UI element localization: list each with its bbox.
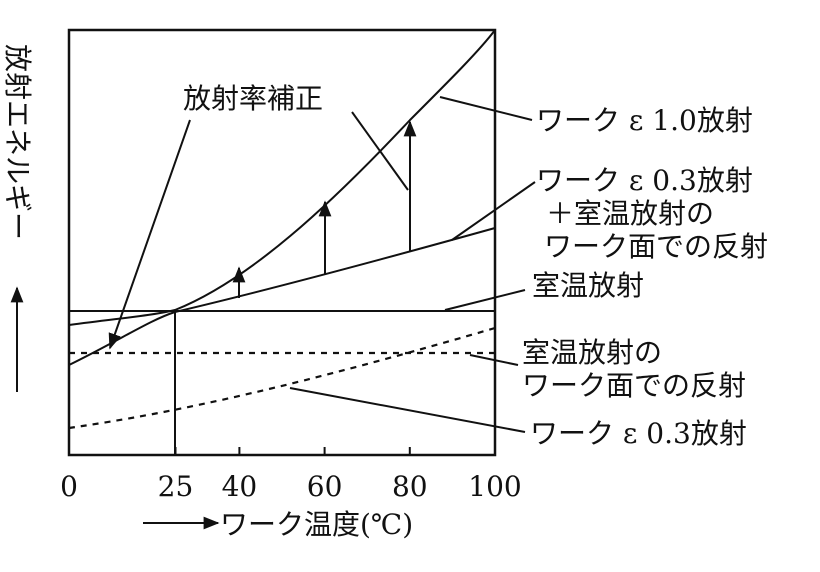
leader xyxy=(451,181,536,241)
leader xyxy=(439,96,533,121)
x-tick-label: 0 xyxy=(60,470,78,503)
x-tick-label: 100 xyxy=(468,470,521,503)
annotation: ワーク ε 0.3放射 xyxy=(536,164,753,197)
leader xyxy=(444,289,526,311)
annotation: ワーク ε 0.3放射 xyxy=(530,417,747,450)
leader xyxy=(289,387,526,433)
annotation: 室温放射の xyxy=(522,336,662,369)
x-tick-label: 60 xyxy=(307,470,343,503)
y-axis-label-text: 放射エネルギー xyxy=(1,44,34,240)
arrow xyxy=(108,119,191,350)
curve-e10 xyxy=(68,29,496,326)
x-tick-label: 25 xyxy=(158,470,194,503)
annotation: ワーク ε 1.0放射 xyxy=(536,104,753,137)
annotation: 室温放射 xyxy=(532,269,644,302)
y-axis-label: 放射エネルギー xyxy=(1,44,34,240)
curve-e03-plus xyxy=(68,227,496,366)
leader xyxy=(469,354,519,366)
annotation: ワーク面での反射 xyxy=(522,369,746,402)
annotation: ＋室温放射の xyxy=(546,197,714,230)
x-axis-label: ワーク温度(℃) xyxy=(220,508,413,541)
curve-e03 xyxy=(68,326,496,430)
leader xyxy=(351,111,409,191)
x-tick-label: 40 xyxy=(222,470,258,503)
annotation: ワーク面での反射 xyxy=(544,230,768,263)
x-tick-label: 80 xyxy=(392,470,428,503)
plot-frame xyxy=(67,28,497,457)
annotation: 放射率補正 xyxy=(183,82,323,115)
